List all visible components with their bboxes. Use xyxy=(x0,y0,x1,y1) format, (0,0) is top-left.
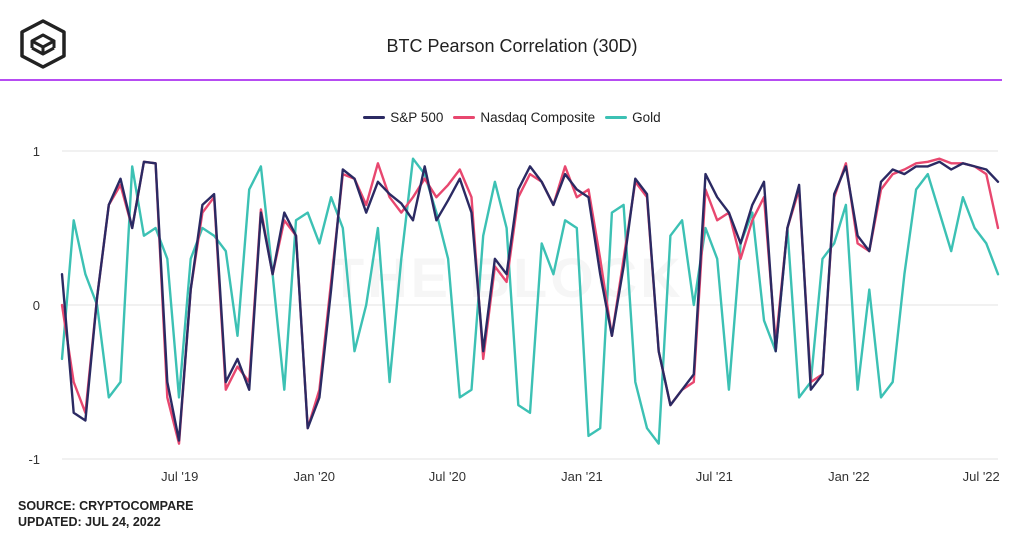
legend-swatch-gold xyxy=(605,116,628,119)
y-tick-label: 0 xyxy=(33,298,40,313)
x-tick-label: Jan '21 xyxy=(561,469,603,484)
footer: SOURCE: CRYPTOCOMPARE UPDATED: JUL 24, 2… xyxy=(18,498,193,530)
source-text: SOURCE: CRYPTOCOMPARE xyxy=(18,499,194,513)
legend-item-gold[interactable]: Gold xyxy=(605,110,661,125)
x-tick-label: Jul '21 xyxy=(696,469,733,484)
updated-text: UPDATED: JUL 24, 2022 xyxy=(18,515,161,529)
chart-legend: S&P 500 Nasdaq Composite Gold xyxy=(0,110,1024,125)
title-divider xyxy=(0,79,1002,81)
y-tick-label: -1 xyxy=(28,452,40,467)
legend-label-gold: Gold xyxy=(632,110,661,125)
series-line-sp500 xyxy=(60,160,1000,442)
legend-swatch-sp500 xyxy=(363,116,386,119)
x-tick-label: Jul '19 xyxy=(161,469,198,484)
legend-label-nasdaq: Nasdaq Composite xyxy=(480,110,596,125)
x-tick-label: Jul '22 xyxy=(963,469,1000,484)
x-tick-label: Jan '22 xyxy=(828,469,870,484)
x-tick-label: Jan '20 xyxy=(294,469,336,484)
x-tick-label: Jul '20 xyxy=(429,469,466,484)
series-line-gold xyxy=(60,157,1000,445)
the-block-logo-icon xyxy=(20,19,66,69)
chart-title: BTC Pearson Correlation (30D) xyxy=(386,36,638,56)
legend-item-sp500[interactable]: S&P 500 xyxy=(363,110,443,125)
y-tick-label: 1 xyxy=(33,144,40,159)
legend-label-sp500: S&P 500 xyxy=(390,110,444,125)
header: BTC Pearson Correlation (30D) xyxy=(0,0,1024,81)
legend-item-nasdaq[interactable]: Nasdaq Composite xyxy=(453,110,595,125)
legend-swatch-nasdaq xyxy=(453,116,476,119)
